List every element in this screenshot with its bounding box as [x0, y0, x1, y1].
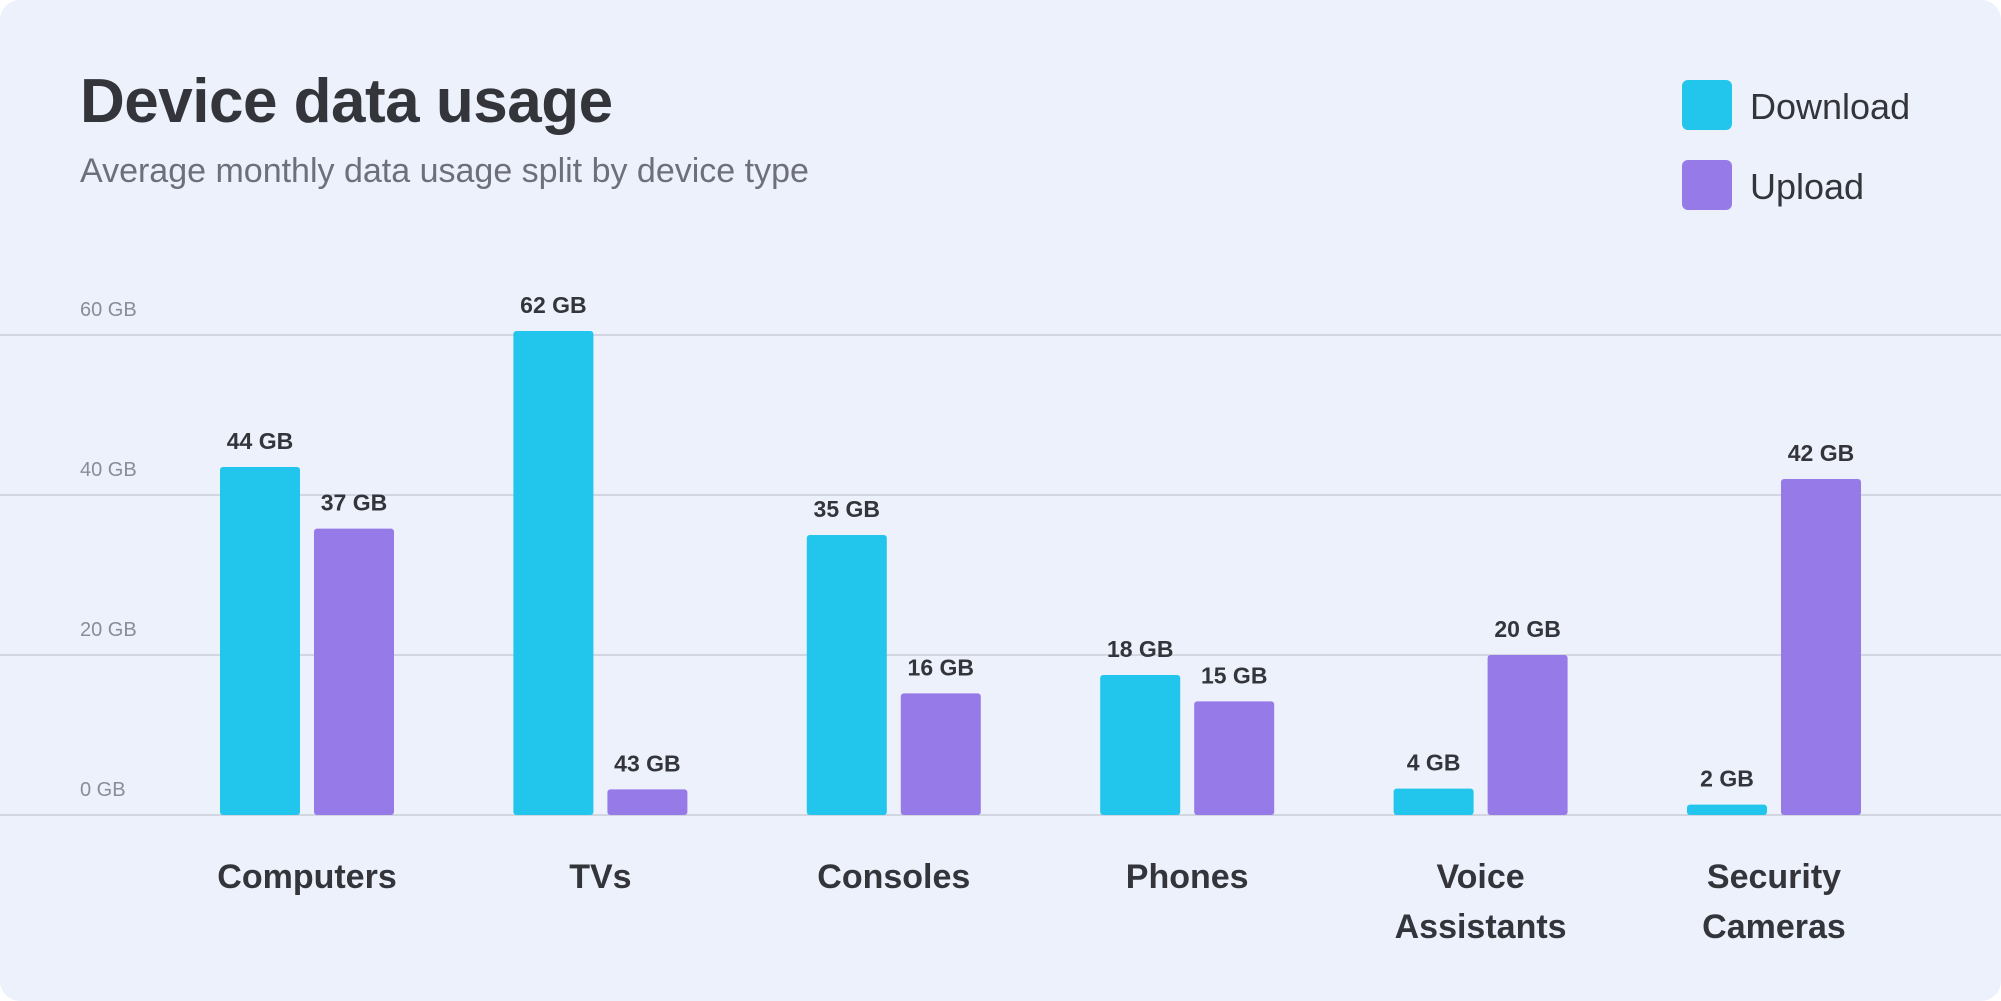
bar-download-tvs	[513, 331, 594, 815]
value-label-upload-phones: 15 GB	[1201, 662, 1267, 688]
value-label-upload-tvs: 43 GB	[614, 750, 680, 776]
chart-title: Device data usage	[80, 67, 613, 136]
bar-upload-security-cameras	[1781, 479, 1861, 815]
bar-upload-computers	[314, 528, 394, 815]
bar-download-security-cameras	[1687, 804, 1767, 815]
category-label-computers: Computers	[217, 858, 396, 896]
value-label-download-computers: 44 GB	[227, 428, 293, 454]
value-label-download-phones: 18 GB	[1107, 636, 1173, 662]
bar-upload-consoles	[900, 693, 981, 815]
value-label-upload-voice-assistants: 20 GB	[1494, 616, 1560, 642]
value-label-upload-consoles: 16 GB	[908, 654, 974, 680]
bar-download-phones	[1100, 675, 1181, 815]
bar-download-consoles	[806, 535, 887, 815]
category-label-phones: Phones	[1126, 858, 1249, 896]
y-tick-label-20: 20 GB	[80, 619, 137, 641]
bar-upload-phones	[1194, 701, 1275, 815]
legend-swatch-download	[1682, 80, 1732, 130]
value-label-download-consoles: 35 GB	[814, 496, 880, 522]
category-label-tvs: TVs	[569, 858, 631, 896]
value-label-download-security-cameras: 2 GB	[1700, 766, 1754, 792]
value-label-download-voice-assistants: 4 GB	[1407, 750, 1461, 776]
category-label-voice-assistants: Voice Assistants	[1395, 858, 1567, 946]
legend-swatch-upload	[1682, 160, 1732, 210]
value-label-upload-computers: 37 GB	[321, 490, 387, 516]
y-tick-label-60: 60 GB	[80, 299, 137, 321]
category-label-security-cameras: Security Cameras	[1702, 858, 1846, 946]
y-tick-label-0: 0 GB	[80, 779, 126, 801]
legend-label-upload: Upload	[1750, 166, 1865, 207]
value-label-upload-security-cameras: 42 GB	[1788, 440, 1854, 466]
legend-label-download: Download	[1750, 86, 1911, 127]
bar-upload-voice-assistants	[1487, 655, 1568, 815]
bar-download-voice-assistants	[1393, 788, 1474, 815]
value-label-download-tvs: 62 GB	[520, 292, 586, 318]
bar-upload-tvs	[607, 789, 688, 815]
category-label-consoles: Consoles	[817, 858, 970, 896]
bar-download-computers	[220, 467, 300, 815]
y-tick-label-40: 40 GB	[80, 459, 137, 481]
chart-subtitle: Average monthly data usage split by devi…	[80, 152, 809, 190]
